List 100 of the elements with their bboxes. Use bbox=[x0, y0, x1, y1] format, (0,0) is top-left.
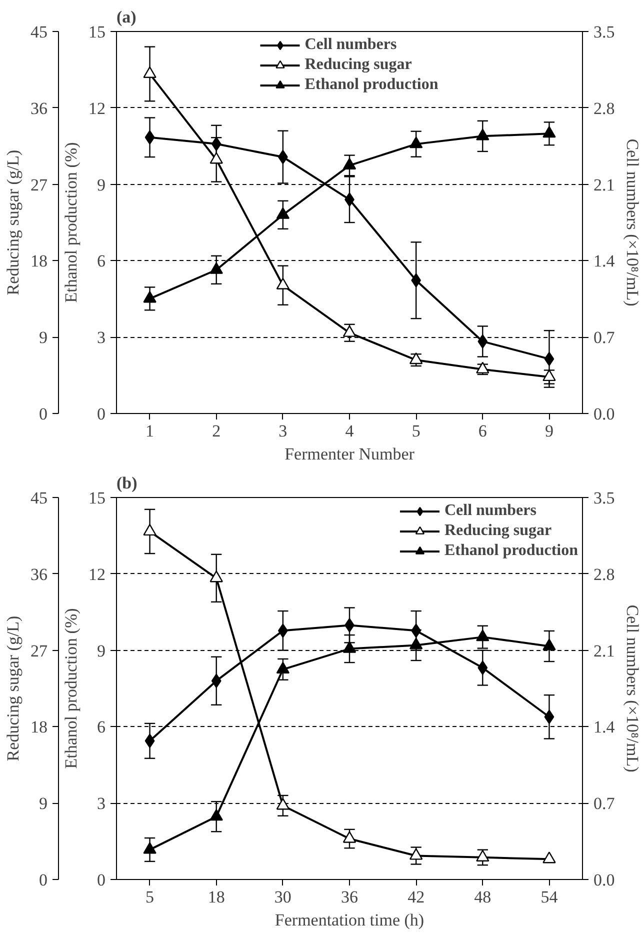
x-axis-title: Fermenter Number bbox=[284, 444, 415, 464]
point bbox=[542, 126, 556, 138]
y-tick-label: 15 bbox=[88, 22, 106, 42]
y2-tick-label: 2.8 bbox=[594, 98, 615, 118]
point bbox=[409, 136, 423, 148]
point bbox=[409, 638, 423, 650]
x-tick-label: 1 bbox=[146, 422, 154, 440]
x-tick-label: 5 bbox=[412, 422, 420, 440]
y-axis-title: Ethanol production (%) bbox=[62, 608, 80, 769]
point bbox=[342, 641, 356, 653]
point bbox=[476, 128, 490, 140]
y3-tick-label: 36 bbox=[30, 564, 48, 584]
legend-label: Ethanol production bbox=[444, 542, 578, 560]
point bbox=[342, 325, 356, 337]
y3-tick-label: 0 bbox=[39, 404, 48, 424]
point bbox=[478, 660, 488, 675]
y2-tick-label: 3.5 bbox=[594, 488, 615, 508]
y-tick-label: 3 bbox=[97, 328, 106, 348]
point bbox=[542, 369, 556, 382]
y-tick-label: 3 bbox=[97, 794, 106, 814]
y2-tick-label: 1.4 bbox=[594, 252, 616, 271]
point bbox=[211, 674, 222, 688]
y-tick-label: 6 bbox=[97, 718, 106, 737]
y2-tick-label: 0.0 bbox=[594, 404, 615, 424]
point bbox=[478, 334, 488, 349]
y2-axis-title: Cell numbers (×10⁸/mL) bbox=[622, 138, 642, 306]
chart-title: (b) bbox=[116, 474, 138, 492]
x-tick-label: 42 bbox=[408, 888, 425, 906]
y3-tick-label: 9 bbox=[39, 328, 48, 348]
y-tick-label: 15 bbox=[88, 488, 106, 508]
x-tick-label: 2 bbox=[212, 422, 221, 440]
point bbox=[542, 852, 556, 864]
point bbox=[143, 842, 156, 854]
y3-axis-title: Reducing sugar (g/L) bbox=[4, 616, 22, 762]
x-tick-label: 9 bbox=[544, 422, 554, 440]
y2-tick-label: 0.7 bbox=[594, 794, 616, 814]
x-tick-label: 54 bbox=[540, 888, 558, 906]
point bbox=[409, 848, 423, 860]
point bbox=[409, 352, 423, 364]
point bbox=[143, 291, 156, 303]
legend-label: Reducing sugar bbox=[444, 522, 552, 540]
point bbox=[143, 524, 156, 536]
y2-tick-label: 2.8 bbox=[594, 564, 615, 584]
point bbox=[342, 158, 356, 170]
y-tick-label: 12 bbox=[88, 564, 106, 584]
x-tick-label: 48 bbox=[474, 888, 492, 906]
y-tick-label: 9 bbox=[97, 641, 106, 660]
y3-axis-title: Reducing sugar (g/L) bbox=[4, 150, 22, 296]
y2-tick-label: 2.1 bbox=[594, 175, 615, 194]
point bbox=[544, 710, 554, 724]
y2-axis-title: Cell numbers (×10⁸/mL) bbox=[622, 604, 642, 772]
point bbox=[542, 638, 556, 650]
y2-tick-label: 3.5 bbox=[594, 22, 615, 42]
point bbox=[276, 798, 290, 810]
legend-label: Cell numbers bbox=[304, 36, 397, 54]
point bbox=[544, 352, 554, 366]
legend-label: Ethanol production bbox=[304, 76, 438, 94]
y-tick-label: 9 bbox=[97, 175, 106, 194]
y-tick-label: 12 bbox=[88, 98, 106, 118]
y-axis-title: Ethanol production (%) bbox=[62, 142, 80, 303]
y3-tick-label: 27 bbox=[30, 175, 48, 194]
y2-tick-label: 0.0 bbox=[594, 870, 615, 890]
y3-tick-label: 18 bbox=[30, 718, 48, 737]
y3-tick-label: 45 bbox=[30, 22, 48, 42]
y2-tick-label: 1.4 bbox=[594, 718, 616, 737]
point bbox=[210, 809, 223, 821]
y3-tick-label: 0 bbox=[39, 870, 48, 890]
y3-tick-label: 36 bbox=[30, 98, 48, 118]
x-tick-label: 30 bbox=[274, 888, 292, 906]
x-tick-label: 18 bbox=[208, 888, 225, 906]
point bbox=[210, 262, 223, 274]
point bbox=[476, 630, 490, 642]
y3-tick-label: 18 bbox=[30, 252, 48, 271]
x-axis-title: Fermentation time (h) bbox=[274, 910, 424, 930]
point bbox=[210, 152, 223, 164]
point bbox=[144, 130, 155, 144]
point bbox=[144, 734, 155, 748]
point bbox=[276, 207, 290, 219]
point bbox=[278, 150, 288, 164]
x-tick-label: 5 bbox=[146, 888, 154, 906]
y-tick-label: 6 bbox=[97, 252, 106, 271]
x-tick-label: 4 bbox=[345, 422, 354, 440]
legend-label: Reducing sugar bbox=[304, 56, 412, 74]
y3-tick-label: 27 bbox=[30, 641, 48, 660]
y-tick-label: 0 bbox=[97, 404, 106, 424]
point bbox=[476, 850, 490, 862]
y-tick-label: 0 bbox=[97, 870, 106, 890]
y3-tick-label: 9 bbox=[39, 794, 48, 814]
point bbox=[143, 66, 156, 78]
point bbox=[278, 624, 288, 638]
chart-title: (a) bbox=[116, 8, 136, 26]
point bbox=[210, 570, 223, 582]
y2-tick-label: 2.1 bbox=[594, 641, 615, 660]
y3-tick-label: 45 bbox=[30, 488, 48, 508]
point bbox=[342, 831, 356, 843]
point bbox=[276, 278, 290, 290]
x-tick-label: 6 bbox=[478, 422, 487, 440]
y2-tick-label: 0.7 bbox=[594, 328, 616, 348]
x-tick-label: 3 bbox=[278, 422, 288, 440]
legend-label: Cell numbers bbox=[444, 502, 536, 520]
